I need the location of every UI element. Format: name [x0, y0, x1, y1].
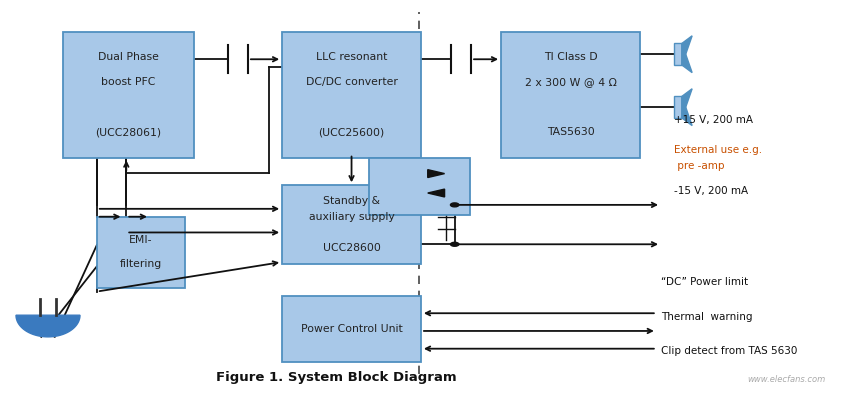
Text: Standby &: Standby &: [323, 196, 380, 206]
Polygon shape: [682, 97, 692, 126]
Text: 2 x 300 W @ 4 Ω: 2 x 300 W @ 4 Ω: [525, 77, 616, 87]
Polygon shape: [16, 315, 80, 337]
Bar: [674, 43, 682, 65]
FancyBboxPatch shape: [282, 32, 421, 158]
Text: Clip detect from TAS 5630: Clip detect from TAS 5630: [661, 346, 797, 356]
FancyBboxPatch shape: [501, 32, 640, 158]
Polygon shape: [428, 189, 445, 197]
FancyBboxPatch shape: [97, 217, 185, 288]
Polygon shape: [682, 89, 692, 118]
Text: boost PFC: boost PFC: [101, 77, 156, 87]
Text: Power Control Unit: Power Control Unit: [301, 324, 402, 334]
Polygon shape: [428, 170, 445, 178]
Text: UCC28600: UCC28600: [322, 243, 381, 253]
Text: -15 V, 200 mA: -15 V, 200 mA: [674, 186, 748, 196]
Text: “DC” Power limit: “DC” Power limit: [661, 277, 748, 287]
Text: Dual Phase: Dual Phase: [98, 52, 159, 62]
Text: (UCC25600): (UCC25600): [318, 127, 385, 138]
Text: +15 V, 200 mA: +15 V, 200 mA: [674, 115, 753, 125]
Bar: [674, 96, 682, 118]
Text: DC/DC converter: DC/DC converter: [306, 77, 397, 87]
Circle shape: [450, 203, 459, 207]
Polygon shape: [682, 43, 692, 72]
Text: EMI-: EMI-: [130, 235, 152, 245]
Circle shape: [450, 242, 459, 246]
Text: www.elecfans.com: www.elecfans.com: [747, 375, 825, 384]
Text: TAS5630: TAS5630: [546, 127, 594, 138]
FancyBboxPatch shape: [369, 158, 470, 215]
FancyBboxPatch shape: [282, 296, 421, 362]
Text: auxiliary supply: auxiliary supply: [309, 212, 394, 222]
FancyBboxPatch shape: [63, 32, 194, 158]
Text: External use e.g.: External use e.g.: [674, 145, 762, 155]
Text: Figure 1. System Block Diagram: Figure 1. System Block Diagram: [216, 371, 457, 384]
Text: Thermal  warning: Thermal warning: [661, 312, 753, 322]
Text: filtering: filtering: [120, 259, 163, 269]
Text: TI Class D: TI Class D: [544, 52, 597, 62]
Text: LLC resonant: LLC resonant: [316, 52, 387, 62]
Text: pre -amp: pre -amp: [674, 161, 724, 171]
FancyBboxPatch shape: [282, 185, 421, 264]
Polygon shape: [682, 36, 692, 65]
Text: (UCC28061): (UCC28061): [95, 127, 162, 138]
